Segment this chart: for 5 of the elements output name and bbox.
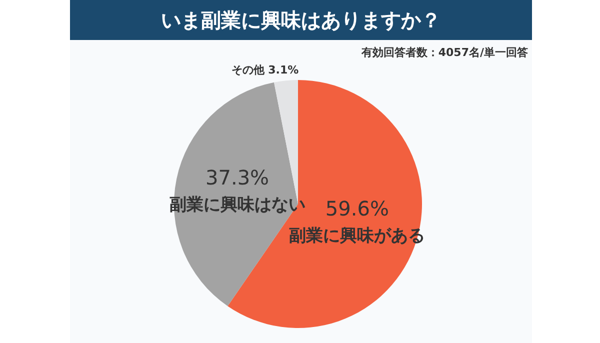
data-label: 59.6% — [325, 196, 389, 221]
data-label: 37.3% — [206, 166, 270, 190]
chart-title: いま副業に興味はありますか？ — [70, 0, 532, 40]
chart-subtitle: 有効回答者数：4057名/単一回答 — [361, 45, 528, 60]
slice-label: その他 3.1% — [231, 63, 299, 76]
